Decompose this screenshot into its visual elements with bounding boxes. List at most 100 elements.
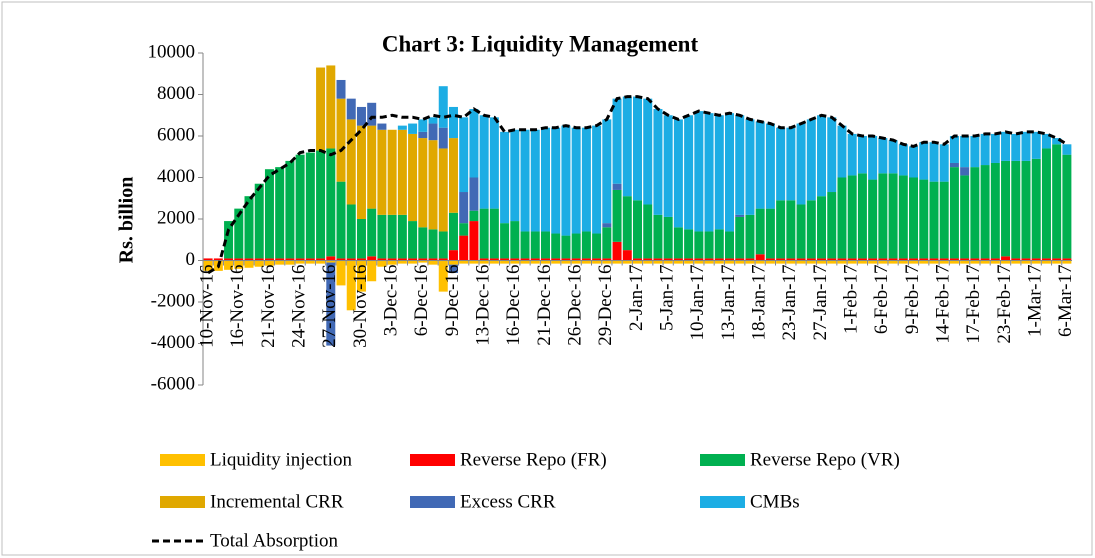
bar-segment xyxy=(1001,131,1011,161)
legend-item: CMBs xyxy=(700,491,800,512)
bar-segment xyxy=(714,258,724,261)
legend-label: Reverse Repo (FR) xyxy=(460,449,607,470)
bar-segment xyxy=(622,96,632,197)
bar-segment xyxy=(878,258,888,261)
y-axis-label: Rs. billion xyxy=(116,177,138,264)
bar-segment xyxy=(224,258,234,261)
bar-segment xyxy=(561,125,571,236)
bar-segment xyxy=(540,258,550,261)
x-tick-label: 2-Jan-17 xyxy=(626,265,647,331)
bar-segment xyxy=(203,258,213,261)
bar-segment xyxy=(418,227,428,259)
bar-segment xyxy=(367,102,377,126)
bar-segment xyxy=(663,216,673,259)
bar-segment xyxy=(704,258,714,261)
bar-segment xyxy=(602,119,612,224)
bar-segment xyxy=(765,260,775,264)
x-tick-label: 23-Jan-17 xyxy=(779,265,800,341)
bar-segment xyxy=(827,258,837,261)
bar-segment xyxy=(418,258,428,261)
x-tick-label: 16-Dec-16 xyxy=(503,265,524,346)
bar-segment xyxy=(551,127,561,234)
bar-segment xyxy=(909,146,919,178)
bar-segment xyxy=(520,260,530,264)
bar-segment xyxy=(888,140,898,174)
bar-segment xyxy=(653,258,663,261)
bar-segment xyxy=(244,260,254,268)
bar-segment xyxy=(571,233,581,259)
bar-segment xyxy=(684,229,694,259)
x-tick-label: 13-Jan-17 xyxy=(718,265,739,341)
bar-segment xyxy=(336,181,346,259)
bar-segment xyxy=(356,219,366,259)
x-tick-label: 6-Feb-17 xyxy=(871,265,892,335)
bar-segment xyxy=(367,260,377,282)
bar-segment xyxy=(878,138,888,174)
bar-segment xyxy=(694,111,704,232)
bar-segment xyxy=(786,127,796,201)
bar-segment xyxy=(336,258,346,261)
bar-segment xyxy=(305,152,315,259)
bar-segment xyxy=(387,258,397,261)
bar-segment xyxy=(479,260,489,264)
bar-segment xyxy=(970,260,980,264)
bar-segment xyxy=(428,258,438,261)
bar-segment xyxy=(745,119,755,215)
legend-label: Incremental CRR xyxy=(210,491,344,512)
bar-segment xyxy=(939,260,949,264)
bar-segment xyxy=(510,260,520,264)
bar-segment xyxy=(408,260,418,264)
legend-swatch xyxy=(160,454,205,466)
bar-segment xyxy=(837,258,847,261)
bar-segment xyxy=(735,260,745,264)
bar-segment xyxy=(1052,144,1062,259)
bar-segment xyxy=(673,119,683,228)
bar-segment xyxy=(612,98,622,184)
bar-segment xyxy=(949,258,959,261)
bar-segment xyxy=(725,260,735,264)
bar-segment xyxy=(633,258,642,261)
bar-segment xyxy=(929,181,939,259)
bar-segment xyxy=(489,258,499,261)
legend-label: Excess CRR xyxy=(460,491,556,512)
bar-segment xyxy=(837,125,847,178)
bar-segment xyxy=(428,229,438,259)
bar-segment xyxy=(776,260,786,264)
x-tick-label: 9-Dec-16 xyxy=(442,265,463,337)
bar-segment xyxy=(827,192,837,259)
bar-segment xyxy=(714,115,724,230)
bar-segment xyxy=(244,196,254,259)
bar-segment xyxy=(909,260,919,264)
bar-segment xyxy=(909,177,919,259)
bar-segment xyxy=(428,123,438,141)
legend-item: Total Absorption xyxy=(152,530,338,551)
bar-segment xyxy=(346,260,356,311)
bar-segment xyxy=(684,115,694,230)
bar-segment xyxy=(581,127,591,232)
bar-segment xyxy=(714,260,724,264)
bar-segment xyxy=(469,210,479,222)
bar-segment xyxy=(264,260,274,266)
bar-segment xyxy=(540,127,550,232)
bar-segment xyxy=(633,260,642,264)
x-tick-label: 1-Feb-17 xyxy=(841,265,862,335)
bar-segment xyxy=(448,138,458,213)
bar-segment xyxy=(428,117,438,124)
bar-segment xyxy=(1031,260,1041,264)
bar-segment xyxy=(295,154,305,259)
bar-segment xyxy=(929,142,939,182)
bar-segment xyxy=(898,260,908,264)
bar-segment xyxy=(387,129,397,215)
bar-segment xyxy=(643,258,653,261)
bar-segment xyxy=(1011,260,1021,264)
bar-segment xyxy=(939,258,949,261)
legend-item: Reverse Repo (FR) xyxy=(410,449,607,470)
bar-segment xyxy=(776,258,786,261)
bar-segment xyxy=(581,260,591,264)
x-tick-label: 30-Nov-16 xyxy=(350,265,371,348)
bar-segment xyxy=(1001,260,1011,264)
bar-segment xyxy=(356,258,366,261)
x-tick-label: 17-Feb-17 xyxy=(963,265,984,344)
bar-segment xyxy=(530,260,540,264)
bar-segment xyxy=(868,179,878,259)
